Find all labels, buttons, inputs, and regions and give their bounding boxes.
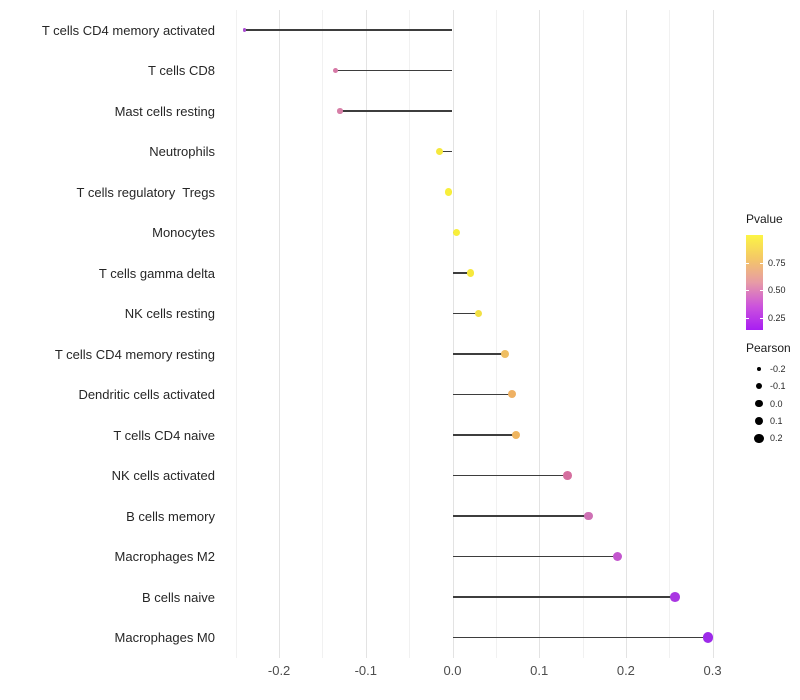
legend-size-label: 0.1 [770, 415, 783, 426]
lollipop-stem [244, 29, 453, 31]
y-axis-label: Monocytes [152, 225, 215, 240]
lollipop-dot [670, 592, 681, 602]
colorbar-tick [746, 318, 749, 320]
y-axis-label: T cells CD4 memory activated [41, 22, 215, 38]
lollipop-stem [452, 596, 676, 598]
legend-size-dot [755, 399, 763, 408]
lollipop-stem [452, 353, 506, 355]
lollipop-dot [584, 511, 594, 521]
colorbar-tick [746, 263, 749, 265]
lollipop-stem [452, 434, 516, 436]
lollipop-dot [501, 350, 510, 358]
colorbar-tick-label: 0.25 [768, 313, 786, 324]
legend-size-label: -0.1 [770, 381, 786, 392]
x-tick-label: -0.1 [354, 663, 377, 678]
gridline-minor [495, 10, 497, 658]
legend-size-dot [754, 433, 764, 443]
colorbar-tick [760, 290, 763, 292]
lollipop-dot [466, 269, 475, 277]
gridline-minor [322, 10, 324, 658]
lollipop-dot [508, 390, 517, 399]
pvalue-colorbar [746, 235, 763, 330]
y-axis-label: Dendritic cells activated [78, 387, 215, 402]
lollipop-dot [242, 28, 247, 32]
gridline-major [452, 10, 454, 658]
lollipop-stem [452, 474, 568, 477]
legend-size-label: 0.2 [770, 433, 783, 444]
colorbar-tick [760, 263, 763, 265]
y-axis-label: T cells CD8 [148, 63, 215, 78]
x-tick-label: -0.2 [267, 663, 291, 678]
legend-size-label: 0.0 [770, 398, 783, 409]
lollipop-dot [511, 430, 520, 440]
y-axis-label: Macrophages M2 [114, 549, 215, 564]
lollipop-stem [452, 555, 618, 558]
y-axis-label: Mast cells resting [114, 103, 215, 119]
gridline-minor [235, 10, 237, 658]
y-axis-label: NK cells activated [111, 468, 215, 483]
lollipop-stem [452, 515, 589, 517]
lollipop-stem [439, 150, 453, 153]
lollipop-stem [452, 272, 471, 274]
lollipop-stem [339, 110, 453, 112]
lollipop-stem [452, 312, 479, 315]
gridline-minor [582, 10, 584, 658]
gridline-minor [669, 10, 671, 658]
colorbar-tick-label: 0.75 [768, 258, 786, 269]
colorbar-tick [746, 290, 749, 292]
legend-size-label: -0.2 [770, 364, 786, 374]
lollipop-dot [612, 551, 622, 562]
x-tick-label: 0.3 [703, 663, 722, 678]
y-axis-label: Macrophages M0 [114, 630, 215, 645]
x-tick-label: 0.1 [530, 663, 549, 678]
colorbar-tick [760, 318, 763, 320]
x-tick-label: 0.0 [443, 663, 462, 678]
y-axis-label: NK cells resting [124, 306, 215, 321]
lollipop-stem [452, 636, 709, 639]
gridline-major [279, 10, 281, 658]
lollipop-dot [435, 147, 444, 156]
lollipop-stem [335, 69, 453, 72]
y-axis-label: T cells regulatory Tregs [76, 184, 215, 200]
colorbar-tick-label: 0.50 [768, 285, 786, 296]
y-axis-label: T cells CD4 memory resting [54, 346, 215, 362]
lollipop-dot [337, 108, 343, 114]
lollipop-dot [453, 228, 461, 237]
gridline-major [365, 10, 367, 658]
legend-size-dot [754, 416, 764, 426]
gridline-minor [409, 10, 411, 658]
legend-size-dot [756, 383, 762, 390]
lollipop-dot [563, 471, 573, 480]
legend-size-dot [756, 366, 762, 372]
pearson-legend-title: Pearson [746, 341, 791, 355]
y-axis-label: B cells memory [126, 508, 215, 524]
y-axis-label: T cells gamma delta [98, 265, 215, 281]
gridline-major [625, 10, 627, 658]
gridline-major [539, 10, 541, 658]
y-axis-label: T cells CD4 naive [113, 427, 215, 443]
y-axis-label: B cells naive [142, 589, 215, 605]
pvalue-legend-title: Pvalue [746, 212, 783, 226]
y-axis-label: Neutrophils [149, 144, 215, 159]
plot-panel [221, 10, 732, 658]
lollipop-dot [703, 632, 714, 643]
lollipop-dot [332, 67, 339, 74]
x-tick-label: 0.2 [616, 663, 635, 678]
lollipop-stem [452, 393, 513, 396]
lollipop-dot [474, 309, 483, 318]
gridline-major [712, 10, 714, 658]
lollipop-dot [444, 188, 452, 196]
